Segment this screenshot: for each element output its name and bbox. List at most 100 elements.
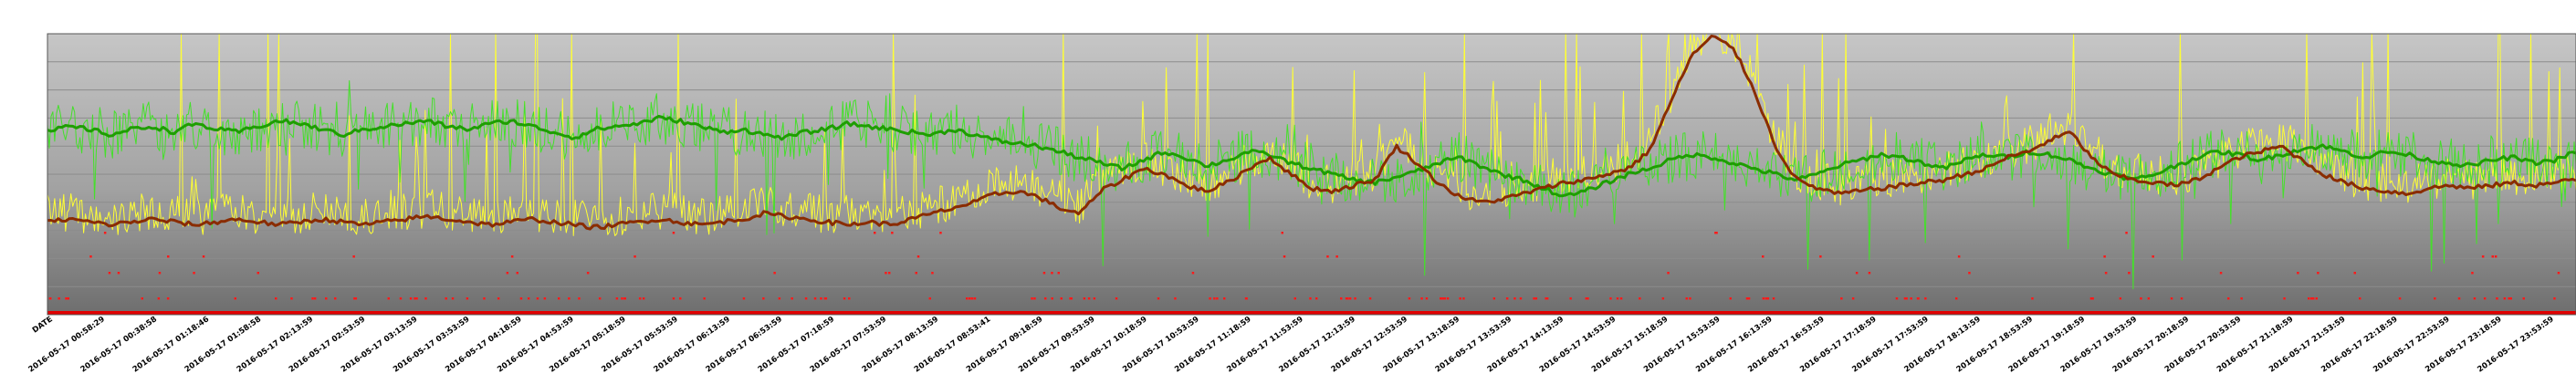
event-marker: [823, 297, 827, 300]
x-axis-first-label: DATE: [31, 315, 55, 335]
event-marker: [1340, 297, 1343, 300]
event-marker: [969, 297, 971, 300]
event-marker: [1714, 232, 1717, 234]
event-marker: [519, 297, 523, 300]
event-marker: [2104, 272, 2108, 275]
event-marker: [483, 297, 486, 300]
event-marker: [2147, 297, 2151, 300]
event-marker: [1545, 297, 1547, 300]
event-marker: [399, 297, 403, 300]
event-marker: [2473, 297, 2477, 300]
event-marker: [1819, 255, 1822, 258]
event-marker: [1354, 297, 1356, 300]
series-light-green-line: [47, 80, 2576, 290]
event-marker: [516, 272, 518, 275]
event-marker: [543, 297, 547, 300]
event-marker: [1209, 297, 1211, 300]
event-marker: [843, 297, 846, 300]
event-marker: [1910, 297, 1912, 300]
event-marker: [506, 272, 509, 275]
event-marker: [1213, 297, 1216, 300]
event-marker: [325, 297, 328, 300]
event-marker: [1446, 297, 1450, 300]
event-marker: [2398, 297, 2402, 300]
event-marker: [703, 297, 706, 300]
event-marker: [791, 297, 793, 300]
event-marker: [1895, 297, 1899, 300]
event-marker: [1425, 297, 1429, 300]
event-marker: [67, 297, 69, 300]
event-marker: [1764, 297, 1767, 300]
event-marker: [2434, 297, 2436, 300]
event-marker: [1729, 297, 1732, 300]
event-marker: [623, 297, 626, 300]
event-marker: [672, 232, 675, 234]
event-marker: [2315, 297, 2318, 300]
event-marker: [1868, 272, 1871, 275]
event-marker: [1315, 297, 1318, 300]
event-marker: [2219, 272, 2223, 275]
event-marker: [2508, 297, 2510, 300]
event-marker: [2522, 297, 2525, 300]
event-marker: [89, 255, 92, 258]
event-marker: [334, 297, 337, 300]
event-marker: [1639, 297, 1641, 300]
event-marker: [1087, 297, 1091, 300]
event-marker: [2091, 297, 2094, 300]
event-marker: [2471, 272, 2474, 275]
event-marker: [820, 297, 822, 300]
event-marker: [742, 297, 746, 300]
event-marker: [885, 272, 887, 275]
event-marker: [1916, 297, 1920, 300]
event-marker: [1283, 255, 1286, 258]
event-marker: [1685, 297, 1688, 300]
event-marker: [2240, 297, 2243, 300]
event-marker: [1042, 272, 1046, 275]
event-marker: [939, 232, 942, 234]
event-marker: [915, 272, 917, 275]
event-marker: [1031, 297, 1033, 300]
event-marker: [1051, 272, 1053, 275]
event-marker: [1441, 297, 1444, 300]
event-marker: [672, 297, 675, 300]
event-marker: [813, 297, 817, 300]
event-marker: [1443, 297, 1447, 300]
event-marker: [1513, 297, 1516, 300]
event-marker: [1345, 297, 1348, 300]
event-marker: [2491, 255, 2494, 258]
event-marker: [1462, 297, 1465, 300]
event-marker: [1223, 297, 1226, 300]
event-marker: [679, 297, 682, 300]
event-marker: [1044, 297, 1047, 300]
event-marker: [536, 297, 539, 300]
event-marker: [558, 297, 560, 300]
event-marker: [497, 297, 500, 300]
event-marker: [275, 297, 277, 300]
event-marker: [510, 255, 514, 258]
event-marker: [1851, 297, 1855, 300]
event-marker: [354, 297, 358, 300]
event-marker: [638, 297, 642, 300]
event-marker: [108, 272, 111, 275]
event-marker: [970, 297, 974, 300]
event-marker: [1505, 297, 1509, 300]
event-marker: [1586, 297, 1589, 300]
event-marker: [424, 297, 427, 300]
event-marker: [1093, 297, 1096, 300]
event-marker: [353, 297, 356, 300]
event-marker: [527, 297, 530, 300]
event-marker: [1335, 255, 1338, 258]
event-marker: [445, 297, 447, 300]
event-marker: [1216, 297, 1219, 300]
event-marker: [1309, 297, 1312, 300]
event-marker: [1924, 297, 1927, 300]
event-marker: [642, 297, 645, 300]
event-marker: [2152, 255, 2154, 258]
event-marker: [634, 255, 636, 258]
event-marker: [387, 297, 390, 300]
event-marker: [2353, 272, 2356, 275]
event-marker: [352, 255, 355, 258]
event-marker: [2297, 272, 2299, 275]
event-marker: [1069, 297, 1072, 300]
event-marker: [2031, 297, 2034, 300]
